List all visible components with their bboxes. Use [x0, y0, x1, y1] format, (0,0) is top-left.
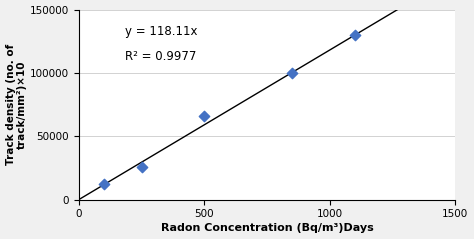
Text: R² = 0.9977: R² = 0.9977: [125, 50, 197, 63]
Point: [201, 114, 208, 118]
Point: [100, 182, 108, 186]
Point: [288, 71, 296, 75]
X-axis label: Radon Concentration (Bq/m³)Days: Radon Concentration (Bq/m³)Days: [161, 223, 374, 234]
Point: [138, 165, 146, 168]
Y-axis label: Track density (no. of
track/mm²)×10: Track density (no. of track/mm²)×10: [6, 44, 27, 165]
Text: y = 118.11x: y = 118.11x: [125, 25, 198, 38]
Point: [351, 33, 359, 37]
